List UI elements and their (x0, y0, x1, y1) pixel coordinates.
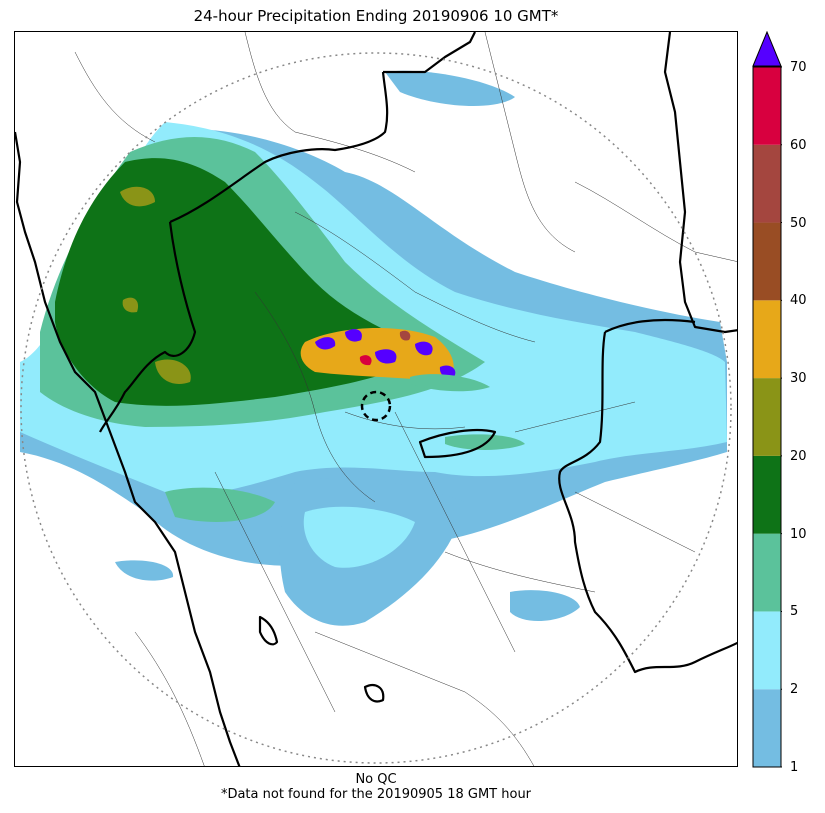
precip-area-1-2-sw (115, 560, 174, 581)
colorbar-extend-arrow (752, 31, 782, 67)
colorbar-bin (753, 455, 781, 534)
precip-area-5-10-south (165, 487, 275, 522)
colorbar-tick-label: 5 (790, 604, 799, 620)
colorbar-bin (753, 144, 781, 223)
map-svg (15, 32, 737, 766)
colorbar-tick-label: 2 (790, 682, 799, 698)
precip-area-20-30-b (122, 297, 139, 313)
data-missing-note: *Data not found for the 20190905 18 GMT … (220, 787, 532, 802)
colorbar-outline (752, 66, 782, 768)
colorbar-bin (753, 222, 781, 301)
colorbar-tick-label: 10 (790, 526, 807, 542)
radar-range-ring (20, 52, 732, 764)
colorbar-tick-label: 50 (790, 215, 807, 231)
colorbar-bin (753, 300, 781, 379)
colorbar-bin (753, 67, 781, 145)
colorbar-tick-label: 20 (790, 448, 807, 464)
radar-site-marker (360, 390, 392, 422)
district-boundaries (74, 32, 737, 766)
precipitation-map (14, 31, 738, 767)
colorbar-bin (753, 611, 781, 690)
colorbar-tick-label: 70 (790, 60, 807, 75)
precip-area-2-5-south (303, 506, 415, 568)
precip-area-1-2-north (385, 70, 515, 107)
colorbar-tick-label: 40 (790, 293, 807, 309)
precip-area-1-2-se (510, 590, 580, 622)
colorbar-bin (753, 533, 781, 612)
qc-note: No QC (355, 772, 397, 787)
precip-area-20-30-c (155, 359, 191, 384)
colorbar-tick-label: 60 (790, 137, 807, 153)
colorbar-tick-label: 30 (790, 371, 807, 387)
colorbar-bin (753, 378, 781, 456)
colorbar-bin (753, 689, 781, 767)
convective-cluster (300, 327, 490, 392)
precip-area-5-10-east (445, 434, 525, 450)
chart-title: 24-hour Precipitation Ending 20190906 10… (193, 7, 559, 25)
colorbar-tick-label: 1 (790, 760, 799, 775)
state-boundaries (15, 32, 737, 766)
precip-area-20-30-a (120, 186, 155, 207)
colorbar (752, 31, 782, 768)
